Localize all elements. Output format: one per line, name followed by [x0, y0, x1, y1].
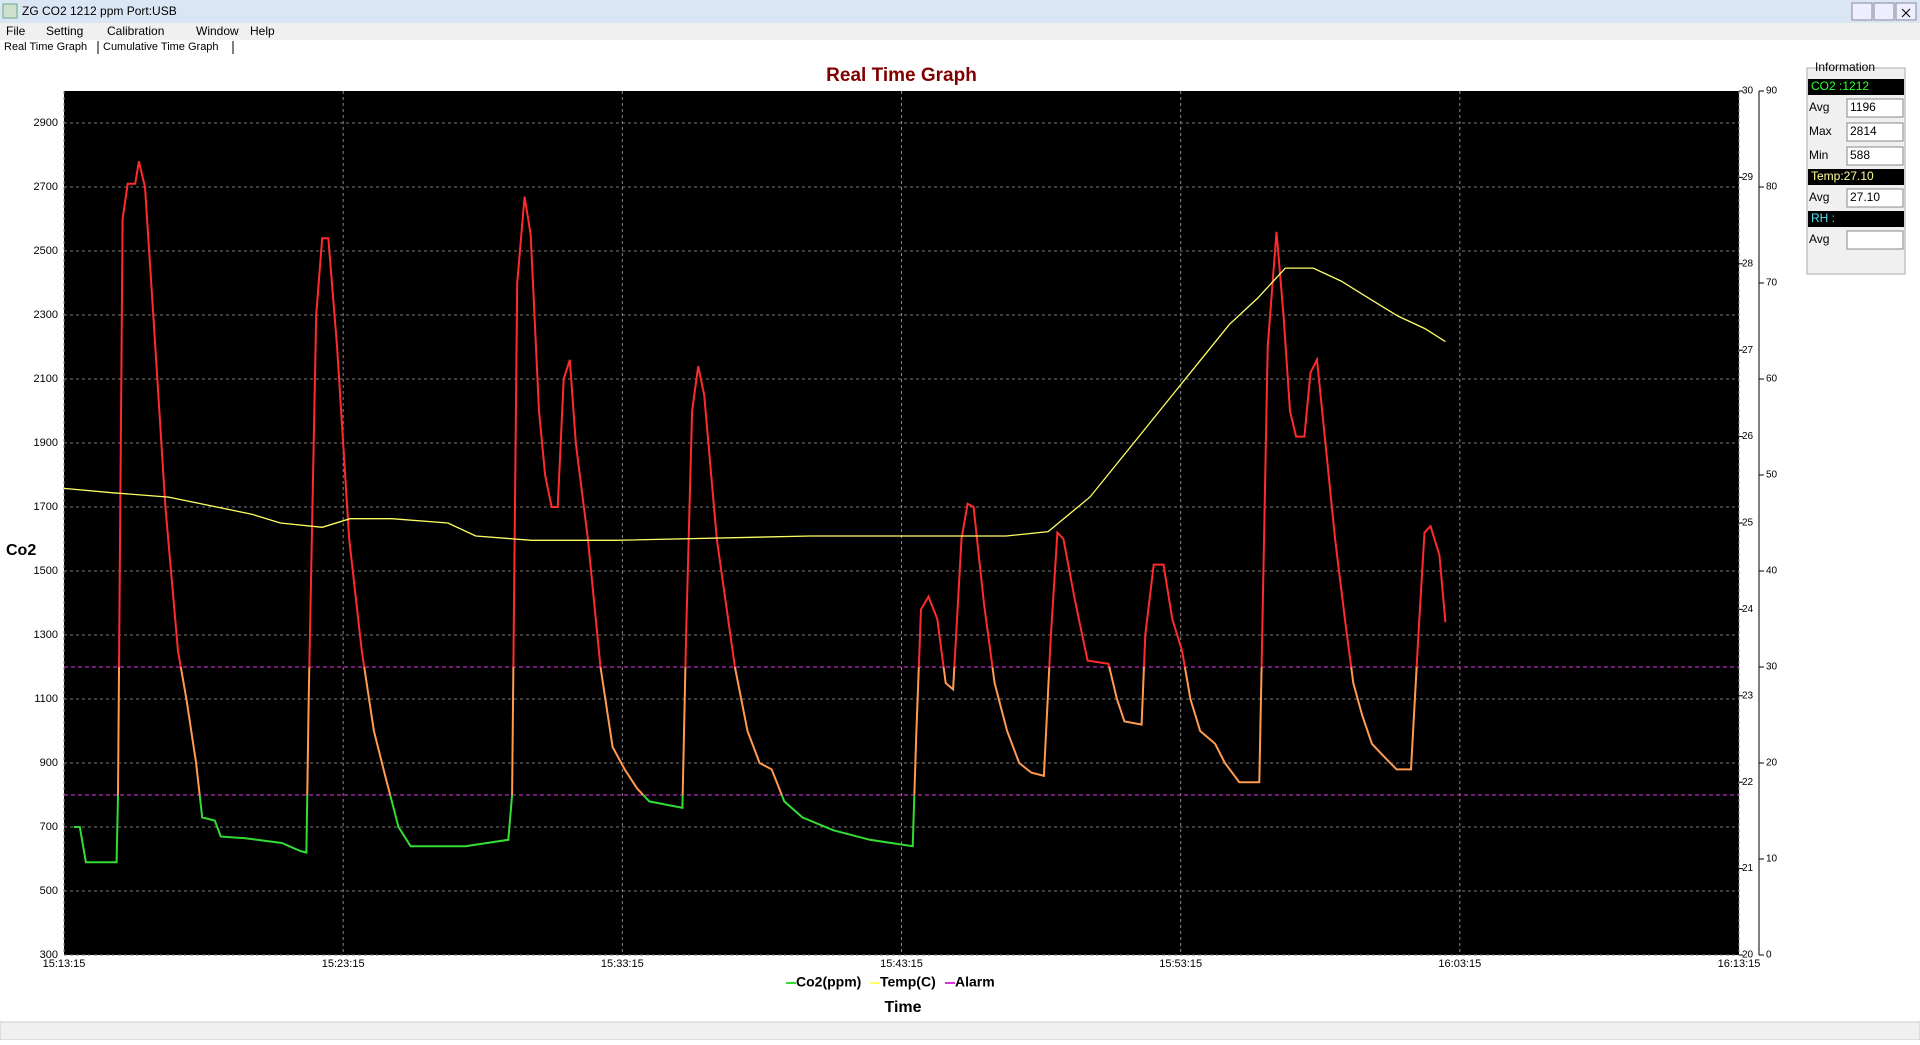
legend-label: Alarm [955, 974, 995, 990]
y3-tick-label: 70 [1766, 278, 1778, 289]
y3-tick-label: 90 [1766, 86, 1778, 97]
y-tick-label: 1100 [34, 693, 58, 705]
y2-tick-label: 29 [1742, 172, 1754, 183]
x-tick-label: 15:43:15 [880, 958, 923, 970]
panel-title: Information [1815, 60, 1875, 74]
title-bar [0, 0, 1920, 23]
field-label: Min [1809, 148, 1828, 162]
y-tick-label: 2900 [34, 117, 58, 129]
y-tick-label: 2500 [34, 245, 58, 257]
y-axis-label: Co2 [6, 542, 36, 559]
maximize-button[interactable] [1873, 2, 1895, 21]
menu-item[interactable]: Setting [46, 24, 83, 38]
tab[interactable]: Cumulative Time Graph [103, 41, 219, 53]
series-line [73, 161, 1447, 864]
field-value: 2814 [1850, 124, 1877, 138]
y2-tick-label: 26 [1742, 431, 1754, 442]
field-box [1846, 122, 1904, 142]
x-tick-label: 15:13:15 [43, 958, 86, 970]
y3-tick-label: 60 [1766, 374, 1778, 385]
field-value: 1196 [1850, 100, 1876, 114]
field-box [1846, 230, 1904, 250]
field-value: 588 [1850, 148, 1870, 162]
y2-tick-label: 27 [1742, 345, 1754, 356]
y3-tick-label: 0 [1766, 950, 1772, 961]
menu-item[interactable]: Help [250, 24, 275, 38]
x-tick-label: 15:33:15 [601, 958, 644, 970]
x-tick-label: 16:13:15 [1718, 958, 1761, 970]
chart-title: Real Time Graph [826, 65, 977, 86]
y3-tick-label: 40 [1766, 566, 1778, 577]
scrollbar[interactable] [0, 1021, 1920, 1041]
info-panel: Information CO2 :1212 Avg 1196 Max 2814 Min 588… [1806, 60, 1906, 275]
app-icon [2, 3, 18, 19]
window-controls[interactable] [1851, 2, 1917, 21]
chart: Real Time GraphCo2Time300500700900110013… [6, 65, 1778, 1016]
y3-tick-label: 10 [1766, 854, 1778, 865]
y2-tick-label: 22 [1742, 777, 1754, 788]
y-tick-label: 1300 [34, 629, 58, 641]
y-tick-label: 1700 [34, 501, 58, 513]
status-text: RH : [1811, 211, 1835, 225]
y-tick-label: 2300 [34, 309, 58, 321]
window-title: ZG CO2 1212 ppm Port:USB [22, 4, 177, 18]
y-tick-label: 500 [40, 885, 58, 897]
field-box [1846, 98, 1904, 118]
field-label: Avg [1809, 190, 1829, 204]
legend-label: Co2(ppm) [796, 974, 861, 990]
y2-tick-label: 21 [1742, 863, 1754, 874]
status-text: CO2 :1212 [1811, 79, 1869, 93]
field-label: Avg [1809, 100, 1829, 114]
field-label: Avg [1809, 232, 1829, 246]
menu-item[interactable]: File [6, 24, 26, 38]
menu-item[interactable]: Window [196, 24, 239, 38]
x-axis-label: Time [884, 999, 921, 1016]
field-box [1846, 146, 1904, 166]
menu-bar [0, 23, 1920, 40]
y2-tick-label: 28 [1742, 258, 1754, 269]
y2-tick-label: 25 [1742, 518, 1754, 529]
series-line [63, 267, 1446, 541]
status-bar [1808, 79, 1904, 95]
y3-tick-label: 50 [1766, 470, 1778, 481]
menu: File Setting Calibration Window Help [6, 24, 275, 38]
field-label: Max [1809, 124, 1832, 138]
x-tick-label: 15:23:15 [322, 958, 365, 970]
x-tick-label: 15:53:15 [1159, 958, 1202, 970]
close-button[interactable] [1895, 2, 1917, 21]
y2-tick-label: 24 [1742, 604, 1754, 615]
x-tick-label: 16:03:15 [1438, 958, 1481, 970]
status-text: Temp:27.10 [1811, 169, 1874, 183]
minimize-button[interactable] [1851, 2, 1873, 21]
legend-label: Temp(C) [880, 974, 936, 990]
status-bar [1808, 169, 1904, 185]
y3-tick-label: 80 [1766, 182, 1778, 193]
y3-tick-label: 20 [1766, 758, 1778, 769]
y-tick-label: 900 [40, 757, 58, 769]
tab[interactable]: Real Time Graph [4, 41, 87, 53]
tabs: Real Time Graph Cumulative Time Graph [4, 41, 234, 54]
close-icon [1901, 8, 1911, 18]
status-bar [1808, 211, 1904, 227]
field-box [1846, 188, 1904, 208]
y2-tick-label: 23 [1742, 690, 1754, 701]
y2-tick-label: 30 [1742, 86, 1754, 97]
y-tick-label: 300 [40, 949, 58, 961]
y2-tick-label: 20 [1742, 950, 1754, 961]
y-tick-label: 1900 [34, 437, 58, 449]
menu-item[interactable]: Calibration [107, 24, 164, 38]
field-value: 27.10 [1850, 190, 1880, 204]
y-tick-label: 2100 [34, 373, 58, 385]
y-tick-label: 2700 [34, 181, 58, 193]
y-tick-label: 700 [40, 821, 58, 833]
y-tick-label: 1500 [34, 565, 58, 577]
y3-tick-label: 30 [1766, 662, 1778, 673]
